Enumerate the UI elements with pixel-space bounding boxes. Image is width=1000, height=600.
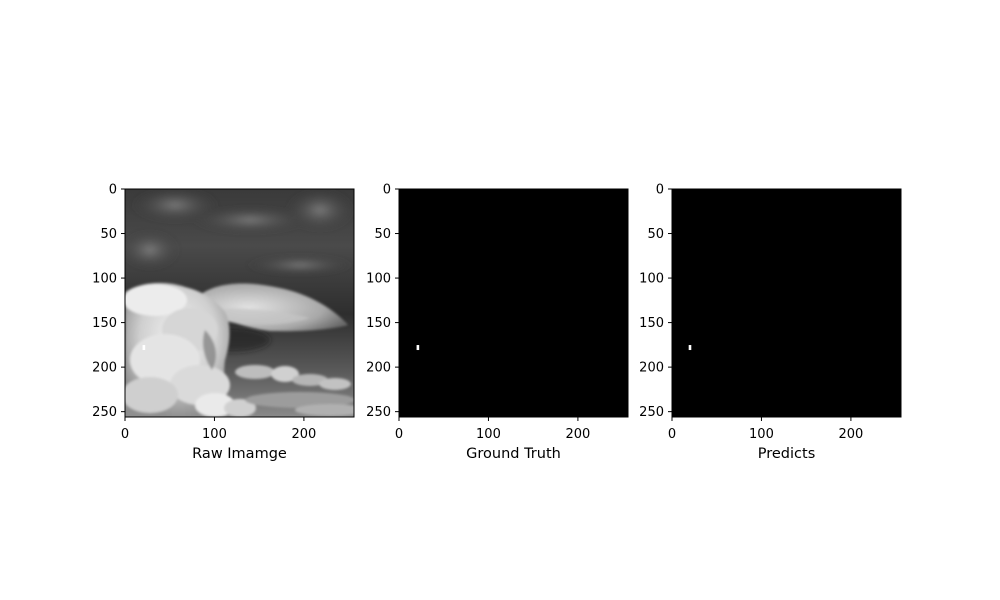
predicts-ytick-label-150: 150: [639, 316, 664, 331]
predicts-xtick-label-100: 100: [749, 427, 774, 442]
predicts-mask: [672, 189, 901, 417]
raw-image-xtick-label-0: 0: [121, 427, 129, 442]
raw-image-xlabel: Raw Imamge: [192, 446, 287, 462]
ground-truth-xlabel: Ground Truth: [466, 446, 561, 462]
raw-image-ytick-label-200: 200: [92, 361, 117, 376]
raw-image-marker-0: [142, 345, 146, 351]
predicts-ytick-label-200: 200: [639, 361, 664, 376]
raw-image-ytick-label-250: 250: [92, 405, 117, 420]
predicts-xtick-label-200: 200: [838, 427, 863, 442]
raw-image-ytick-label-100: 100: [92, 272, 117, 287]
predicts-xtick-label-0: 0: [668, 427, 676, 442]
predicts-ytick-label-250: 250: [639, 405, 664, 420]
raw-photo-image: [125, 189, 354, 417]
raw-image-ytick-label-150: 150: [92, 316, 117, 331]
ground-truth-xtick-label-200: 200: [565, 427, 590, 442]
predicts-axes-frame: [671, 188, 902, 418]
ground-truth-xtick-label-0: 0: [395, 427, 403, 442]
predicts-ytick-label-100: 100: [639, 272, 664, 287]
predicts-marker-0: [688, 345, 692, 351]
predicts-xlabel: Predicts: [758, 446, 816, 462]
raw-image-xtick-label-200: 200: [291, 427, 316, 442]
ground-truth-ytick-label-100: 100: [366, 272, 391, 287]
predicts-ytick-label-0: 0: [656, 183, 664, 198]
raw-image-ytick-label-50: 50: [100, 227, 117, 242]
raw-image-xtick-label-100: 100: [202, 427, 227, 442]
raw-image-axes-frame: [124, 188, 355, 418]
ground-truth-ytick-label-150: 150: [366, 316, 391, 331]
raw-image-ytick-label-0: 0: [109, 183, 117, 198]
ground-truth-ytick-label-200: 200: [366, 361, 391, 376]
ground-truth-ytick-label-0: 0: [383, 183, 391, 198]
ground-truth-xtick-label-100: 100: [476, 427, 501, 442]
ground-truth-axes-frame: [398, 188, 629, 418]
ground-truth-ytick-label-50: 50: [374, 227, 391, 242]
ground-truth-marker-0: [416, 345, 420, 351]
ground-truth-ytick-label-250: 250: [366, 405, 391, 420]
predicts-ytick-label-50: 50: [647, 227, 664, 242]
ground-truth-mask: [399, 189, 628, 417]
